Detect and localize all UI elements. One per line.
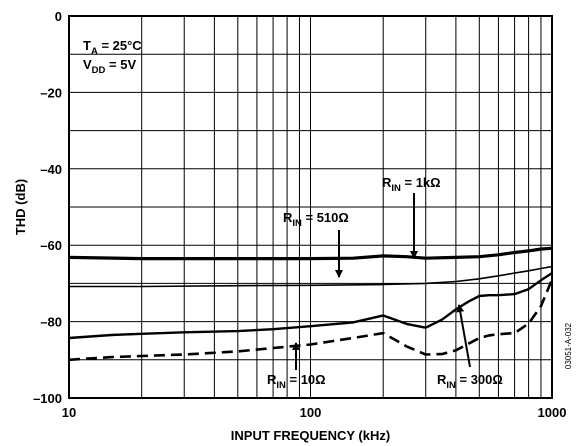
- plot-frame: [68, 15, 553, 399]
- y-tick-label: –60: [40, 238, 62, 253]
- y-tick-label: –20: [40, 85, 62, 100]
- series-annotations: RIN = 1kΩ RIN = 510Ω RIN = 300Ω RIN = 10Ω: [267, 175, 503, 391]
- x-tick-labels: 10 100 1000: [62, 405, 567, 420]
- condition-label: TA = 25°C: [83, 38, 142, 57]
- series-label-1: RIN = 510Ω: [283, 210, 349, 229]
- y-tick-labels: 0 –20 –40 –60 –80 –100: [33, 9, 62, 406]
- series-line-1: [69, 265, 553, 288]
- series-label-3: RIN = 10Ω: [267, 372, 326, 391]
- series-line-0: [68, 246, 553, 261]
- x-axis-title: INPUT FREQUENCY (kHz): [231, 428, 390, 443]
- series-label-0: RIN = 1kΩ: [382, 175, 441, 194]
- condition-label: VDD = 5V: [83, 57, 136, 76]
- x-tick-label: 10: [62, 405, 76, 420]
- y-tick-label: –80: [40, 315, 62, 330]
- x-tick-label: 100: [300, 405, 322, 420]
- y-axis-title: THD (dB): [13, 179, 28, 235]
- series-line-2: [68, 272, 553, 340]
- series-line-3: [68, 279, 554, 362]
- figure-id: 03051-A-032: [564, 322, 573, 369]
- grid: [69, 16, 552, 398]
- series-label-2: RIN = 300Ω: [437, 372, 503, 391]
- y-tick-label: 0: [55, 9, 62, 24]
- series-arrow-2: [456, 304, 471, 368]
- y-tick-label: –100: [33, 391, 62, 406]
- y-tick-label: –40: [40, 162, 62, 177]
- series-group: [68, 246, 554, 362]
- x-tick-label: 1000: [538, 405, 567, 420]
